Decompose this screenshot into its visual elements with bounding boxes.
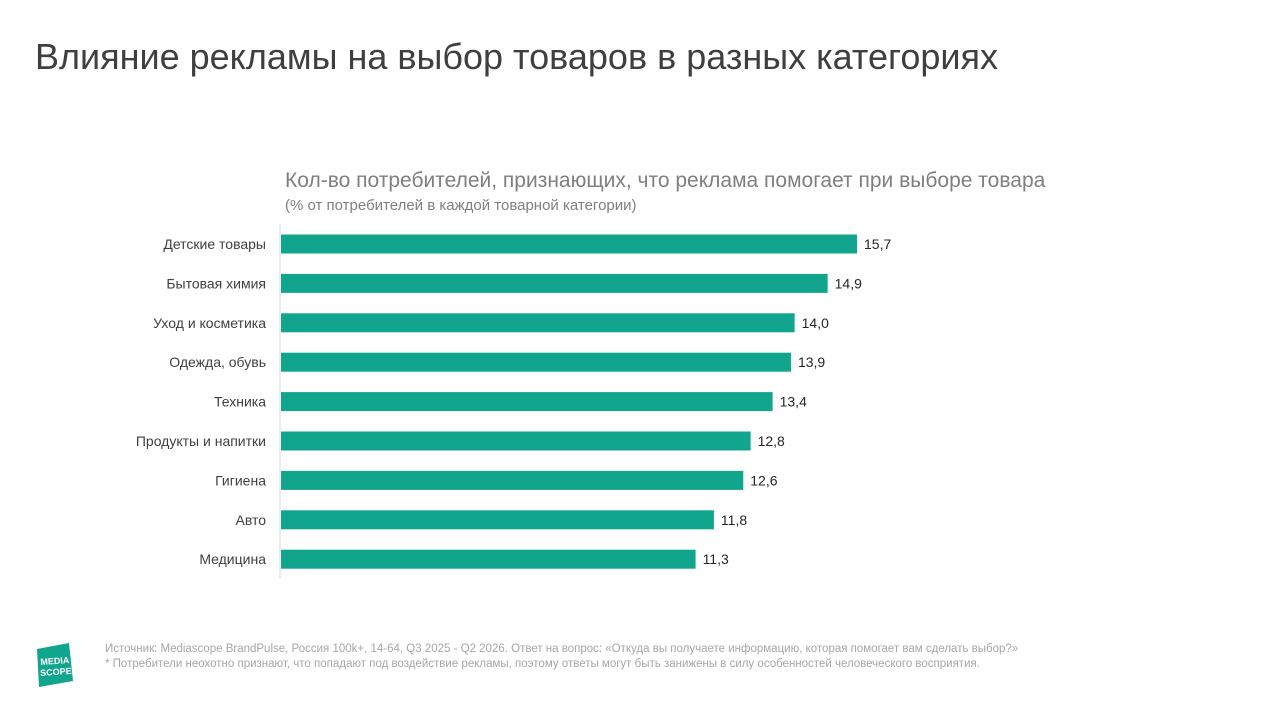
bar [281, 273, 828, 293]
category-label: Медицина [199, 551, 266, 567]
value-label: 12,8 [758, 433, 785, 449]
bar [281, 352, 791, 372]
source-note: Источник: Mediascope BrandPulse, Россия … [105, 643, 1019, 655]
footnote: Источник: Mediascope BrandPulse, Россия … [105, 642, 1018, 672]
chart-title: Кол-во потребителей, признающих, что рек… [285, 169, 1046, 192]
value-label: 15,7 [864, 236, 891, 252]
category-label: Детские товары [163, 236, 266, 252]
value-label: 13,9 [798, 354, 825, 370]
value-label: 12,6 [750, 472, 777, 488]
logo-line-1: MEDIA [40, 655, 70, 667]
disclaimer-note: * Потребители неохотно признают, что поп… [105, 658, 980, 670]
value-label: 11,3 [703, 551, 729, 567]
bar [281, 510, 714, 530]
value-label: 11,8 [721, 512, 747, 528]
category-label: Продукты и напитки [136, 433, 266, 449]
value-label: 14,9 [835, 275, 862, 291]
category-label: Гигиена [215, 472, 266, 488]
value-label: 13,4 [780, 394, 807, 410]
bar [281, 549, 696, 569]
mediascope-logo-icon: MEDIA SCOPE [37, 643, 73, 687]
bar [281, 470, 744, 490]
chart-subtitle: (% от потребителей в каждой товарной кат… [285, 197, 637, 214]
bar [281, 313, 795, 333]
bar [281, 431, 751, 451]
slide-title: Влияние рекламы на выбор товаров в разны… [35, 36, 998, 77]
bar [281, 392, 773, 412]
logo-line-2: SCOPE [40, 666, 72, 678]
category-label: Техника [214, 394, 266, 410]
category-label: Бытовая химия [166, 275, 266, 291]
category-label: Авто [235, 512, 266, 528]
bar [281, 234, 857, 254]
category-label: Одежда, обувь [169, 354, 266, 370]
value-label: 14,0 [802, 315, 829, 331]
category-label: Уход и косметика [153, 315, 266, 331]
